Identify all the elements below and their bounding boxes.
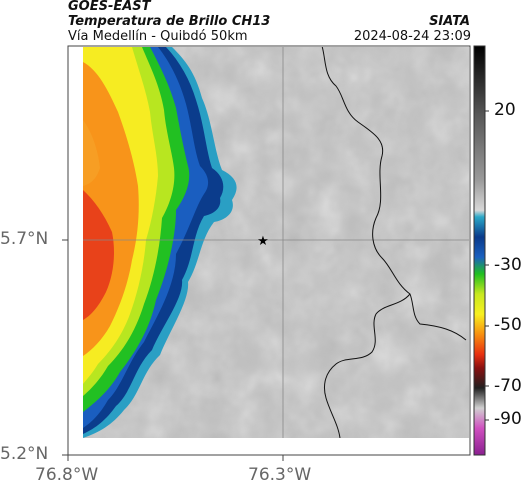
boundary-line bbox=[321, 47, 467, 341]
colorbar-tick-label: -90 bbox=[494, 409, 522, 429]
colorbar bbox=[473, 45, 489, 456]
lon-tick-label: 76.3°W bbox=[248, 465, 312, 485]
boundary-line-2 bbox=[323, 293, 411, 438]
lat-tick-label: 5.7°N bbox=[0, 229, 49, 249]
timestamp-label: 2024-08-24 23:09 bbox=[353, 29, 471, 44]
agency-label: SIATA bbox=[429, 14, 470, 29]
colorbar-tick-label: 20 bbox=[494, 100, 516, 120]
colorbar-tick-label: -30 bbox=[494, 255, 522, 275]
lon-tick-label: 76.8°W bbox=[35, 465, 99, 485]
colorbar-tick-label: -70 bbox=[494, 376, 522, 396]
cloud-band-red bbox=[83, 190, 114, 320]
colorbar-tick-label: -50 bbox=[494, 315, 522, 335]
product-title: Temperatura de Brillo CH13 bbox=[68, 14, 271, 29]
lat-tick-label: 5.2°N bbox=[0, 444, 49, 464]
star-icon: ★ bbox=[257, 234, 269, 249]
satellite-image bbox=[83, 47, 469, 438]
colorbar-gradient bbox=[473, 45, 486, 456]
satellite-title: GOES-EAST bbox=[68, 0, 151, 14]
route-subtitle: Vía Medellín - Quibdó 50km bbox=[68, 29, 248, 44]
